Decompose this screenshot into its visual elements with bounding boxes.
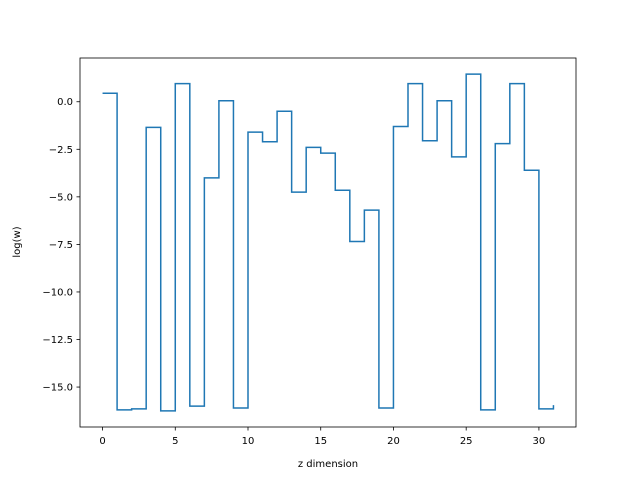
x-tick-label: 25 [460,436,473,447]
x-tick-label: 0 [99,436,105,447]
y-tick-label: −2.5 [49,145,73,156]
y-tick-label: −5.0 [49,192,73,203]
x-tick-label: 15 [314,436,327,447]
y-axis-label: log(w) [12,226,23,257]
x-tick-label: 5 [172,436,178,447]
x-tick-label: 20 [387,436,400,447]
series-line-0 [102,73,555,412]
y-tick-label: −15.0 [42,383,73,394]
axes-frame [79,57,577,428]
x-axis-ticks: 0 5 10 15 20 25 30 [99,427,545,447]
y-tick-label: −7.5 [49,240,73,251]
y-tick-label: 0.0 [57,97,73,108]
plot-area [102,73,555,412]
y-axis-ticks: 0.0 −2.5 −5.0 −7.5 −10.0 −12.5 −15.0 [42,97,80,394]
x-tick-label: 30 [533,436,546,447]
x-tick-label: 10 [242,436,255,447]
x-axis-label: z dimension [298,459,358,470]
y-tick-label: −12.5 [42,335,73,346]
y-tick-label: −10.0 [42,287,73,298]
